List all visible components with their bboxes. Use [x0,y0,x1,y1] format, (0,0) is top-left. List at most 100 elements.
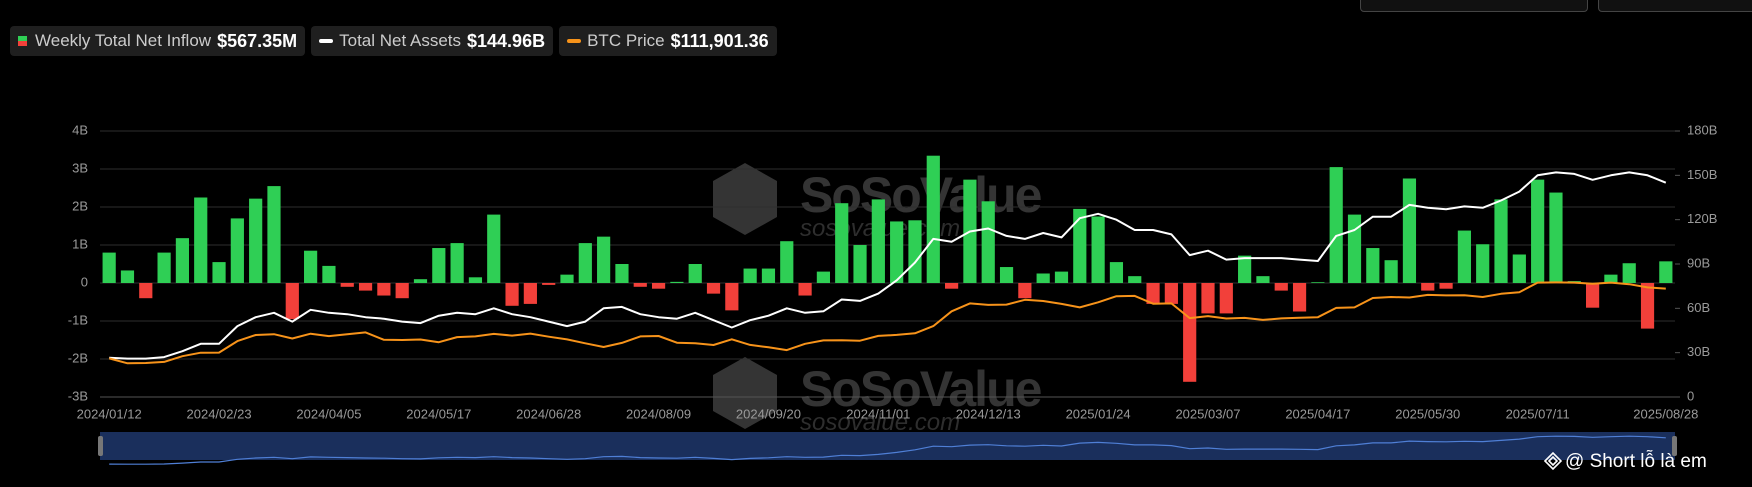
bar [835,203,849,283]
line [108,281,1666,365]
navigator-handle[interactable] [1672,436,1677,456]
bar [670,281,684,283]
legend-item[interactable]: Total Net Assets $144.96B [311,26,554,56]
y-tick-label: 1B [72,236,88,251]
bar [120,270,135,283]
bar [1384,260,1398,283]
bar [1347,214,1362,283]
x-tick-label: 2025/05/30 [1395,406,1460,421]
bar [304,250,318,283]
top-button[interactable] [1360,0,1588,12]
bar [285,283,299,320]
bar [1036,273,1050,283]
bar [139,283,153,299]
bar [1549,192,1563,283]
bar [267,186,281,283]
navigator[interactable] [100,432,1675,460]
bar [1604,274,1618,283]
bar [1018,283,1032,299]
bar [523,283,537,304]
legend-marker [18,36,27,46]
y2-tick-label: 90B [1687,255,1710,270]
bar [725,283,739,311]
bar [688,264,702,283]
bar [212,262,226,283]
bar [542,283,556,285]
watermark-logo [713,163,777,235]
legend-item[interactable]: BTC Price $111,901.36 [559,26,777,56]
bar [340,283,354,287]
bar [487,214,501,283]
x-tick-label: 2024/04/05 [296,406,361,421]
bar [505,283,519,306]
legend-item[interactable]: Weekly Total Net Inflow $567.35M [10,26,306,56]
bar [1054,271,1069,283]
y-tick-label: -3B [68,388,88,403]
bar [194,197,208,283]
bar [1109,262,1124,283]
bar [890,221,904,283]
legend-value: $567.35M [217,30,298,51]
bar [468,277,483,283]
x-tick-label: 2025/03/07 [1175,406,1240,421]
x-tick-label: 2024/08/09 [626,406,691,421]
x-tick-label: 2025/07/11 [1506,406,1570,421]
bar [780,241,794,283]
bar [249,198,263,283]
bar [1494,199,1508,283]
x-tick-label: 2024/06/28 [516,406,581,421]
bar [1622,263,1636,283]
x-tick-label: 2024/11/01 [846,406,910,421]
legend: Weekly Total Net Inflow $567.35M Total N… [10,26,777,56]
bar [816,271,830,283]
legend-label: BTC Price [587,31,665,50]
x-tick-label: 2025/01/24 [1066,406,1131,421]
bar [1476,244,1490,283]
legend-label: Weekly Total Net Inflow [35,31,212,50]
top-button[interactable] [1598,0,1752,12]
bar [157,252,171,283]
y2-tick-label: 0 [1687,388,1694,403]
bar [871,199,885,283]
watermark-url: sosovalue.com [800,409,960,436]
legend-value: $111,901.36 [670,30,769,51]
y-tick-label: 2B [72,198,88,213]
x-tick-label: 2024/01/12 [77,406,142,421]
legend-marker [319,39,334,43]
bar [1164,283,1178,304]
y-tick-label: -2B [68,350,88,365]
bar [981,201,995,283]
bar [1640,283,1655,329]
bar [1366,248,1380,283]
bar [1238,255,1252,283]
bar [1439,283,1453,289]
navigator-handle[interactable] [98,436,103,456]
bar [1659,261,1673,283]
bar [377,283,391,296]
bar [322,265,336,283]
navigator-line [109,435,1666,465]
watermark-text: SoSoValue [800,361,1042,417]
line [109,171,1667,360]
y-tick-label: 0 [81,274,88,289]
bar [578,243,592,283]
bar [908,220,922,283]
bar [1146,283,1160,304]
legend-marker [567,39,582,43]
bar [706,283,721,294]
watermark-logo [713,357,777,429]
legend-value: $144.96B [467,30,546,51]
bar [1073,208,1087,283]
bar [395,283,409,299]
credit-icon [1543,451,1563,471]
y-tick-label: 3B [72,160,88,175]
bar [1531,179,1545,283]
bar [1329,167,1343,283]
bar [853,245,867,283]
bar [1128,276,1142,283]
bar [597,236,611,283]
bar [1402,178,1417,283]
y2-tick-label: 150B [1687,167,1717,182]
bar [999,267,1014,283]
